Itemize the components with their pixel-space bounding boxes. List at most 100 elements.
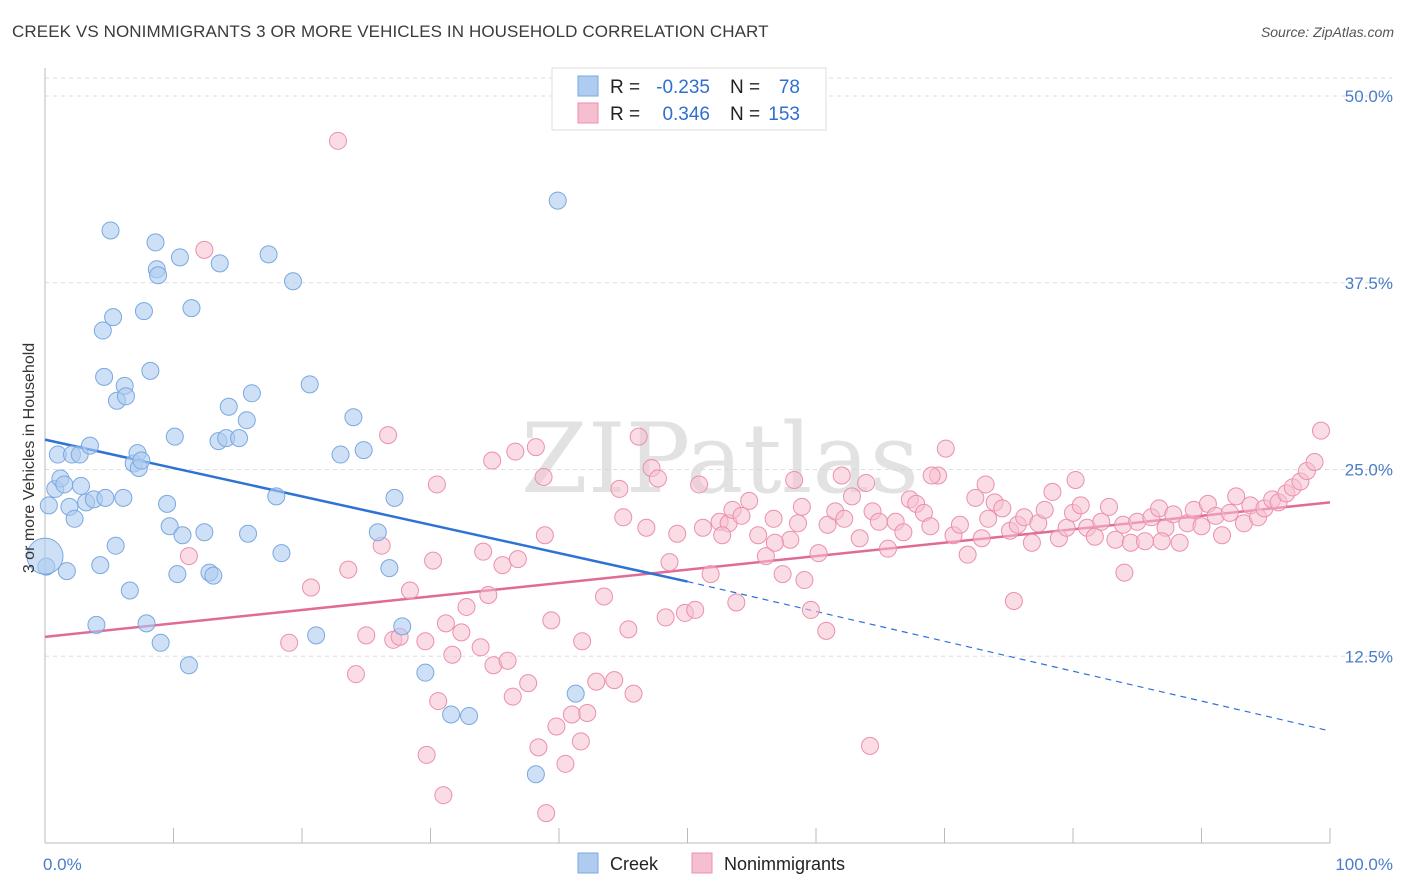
nonimmigrants-point <box>328 131 347 150</box>
creek-point <box>165 427 184 446</box>
nonimmigrants-point <box>457 597 476 616</box>
creek-point <box>57 562 76 581</box>
creek-point <box>106 536 125 555</box>
nonimmigrants-point <box>1035 500 1054 519</box>
legend-n-label: N = <box>730 77 760 98</box>
creek-point <box>173 526 192 545</box>
creek-point <box>354 441 373 460</box>
nonimmigrants-point <box>619 620 638 639</box>
nonimmigrants-point <box>749 526 768 545</box>
creek-point <box>80 436 99 455</box>
nonimmigrants-point <box>693 518 712 537</box>
creek-point <box>55 475 74 494</box>
creek-points <box>26 191 585 784</box>
nonimmigrants-point <box>648 469 667 488</box>
creek-point <box>259 245 278 264</box>
creek-point <box>168 565 187 584</box>
nonimmigrants-point <box>474 542 493 561</box>
creek-point <box>442 705 461 724</box>
nonimmigrants-point <box>400 581 419 600</box>
nonimmigrants-point <box>976 475 995 494</box>
creek-point <box>141 361 160 380</box>
nonimmigrants-point <box>1022 533 1041 552</box>
nonimmigrants-point <box>483 451 502 470</box>
y-tick-label: 50.0% <box>1345 87 1393 106</box>
creek-point <box>267 487 286 506</box>
nonimmigrants-point <box>857 473 876 492</box>
legend-r-value: 0.346 <box>662 104 710 125</box>
nonimmigrants-point <box>436 614 455 633</box>
creek-point <box>416 663 435 682</box>
legend-label-nonimmigrants: Nonimmigrants <box>724 854 845 874</box>
nonimmigrants-point <box>1043 482 1062 501</box>
nonimmigrants-point <box>519 674 538 693</box>
nonimmigrants-point <box>280 633 299 652</box>
legend-r-label: R = <box>610 104 640 125</box>
nonimmigrants-point <box>429 692 448 711</box>
nonimmigrants-point <box>301 578 320 597</box>
nonimmigrants-point <box>921 517 940 536</box>
nonimmigrants-point <box>1152 532 1171 551</box>
nonimmigrants-point <box>1227 487 1246 506</box>
nonimmigrants-point <box>668 524 687 543</box>
nonimmigrants-point <box>556 754 575 773</box>
nonimmigrants-point <box>686 600 705 619</box>
nonimmigrants-point <box>493 556 512 575</box>
nonimmigrants-point <box>936 439 955 458</box>
nonimmigrants-point <box>1213 526 1232 545</box>
nonimmigrants-point <box>701 565 720 584</box>
creek-point <box>96 488 115 507</box>
nonimmigrants-point <box>573 632 592 651</box>
nonimmigrants-point <box>773 565 792 584</box>
nonimmigrants-point <box>346 665 365 684</box>
nonimmigrants-points <box>179 131 1331 823</box>
nonimmigrants-point <box>835 509 854 528</box>
nonimmigrants-point <box>614 508 633 527</box>
nonimmigrants-point <box>850 529 869 548</box>
y-tick-label: 37.5% <box>1345 274 1393 293</box>
nonimmigrants-point <box>1312 421 1331 440</box>
nonimmigrants-point <box>452 623 471 642</box>
nonimmigrants-point <box>416 632 435 651</box>
creek-point <box>331 445 350 464</box>
nonimmigrants-point <box>756 547 775 566</box>
nonimmigrants-point <box>1220 503 1239 522</box>
nonimmigrants-point <box>443 645 462 664</box>
nonimmigrants-point <box>818 515 837 534</box>
nonimmigrants-point <box>832 466 851 485</box>
creek-point <box>272 544 291 563</box>
nonimmigrants-point <box>979 509 998 528</box>
nonimmigrants-point <box>1085 527 1104 546</box>
legend-swatch-nonimmigrants <box>577 102 599 124</box>
creek-point <box>160 517 179 536</box>
legend-label-creek: Creek <box>610 854 659 874</box>
creek-trend-line <box>44 438 688 583</box>
nonimmigrants-point <box>660 553 679 572</box>
creek-point <box>104 308 123 327</box>
creek-point <box>120 581 139 600</box>
x-tick-labels: 0.0% 100.0% <box>43 855 1393 874</box>
creek-point <box>26 537 64 575</box>
nonimmigrants-point <box>785 470 804 489</box>
nonimmigrants-point <box>869 512 888 531</box>
nonimmigrants-point <box>471 638 490 657</box>
nonimmigrants-point <box>894 523 913 542</box>
chart-title: CREEK VS NONIMMIGRANTS 3 OR MORE VEHICLE… <box>12 22 769 41</box>
nonimmigrants-point <box>434 786 453 805</box>
axes <box>44 68 1331 844</box>
nonimmigrants-point <box>860 736 879 755</box>
nonimmigrants-point <box>1164 505 1183 524</box>
creek-point <box>219 397 238 416</box>
nonimmigrants-point <box>732 506 751 525</box>
nonimmigrants-point <box>972 529 991 548</box>
nonimmigrants-point <box>764 509 783 528</box>
creek-point <box>95 367 114 386</box>
legend-swatch-creek <box>577 75 599 97</box>
legend-swatch-creek <box>577 852 599 874</box>
gridlines <box>45 77 1392 657</box>
creek-point <box>116 387 135 406</box>
legend-r-label: R = <box>610 77 640 98</box>
creek-point <box>91 556 110 575</box>
nonimmigrants-point <box>966 488 985 507</box>
nonimmigrants-point <box>781 530 800 549</box>
